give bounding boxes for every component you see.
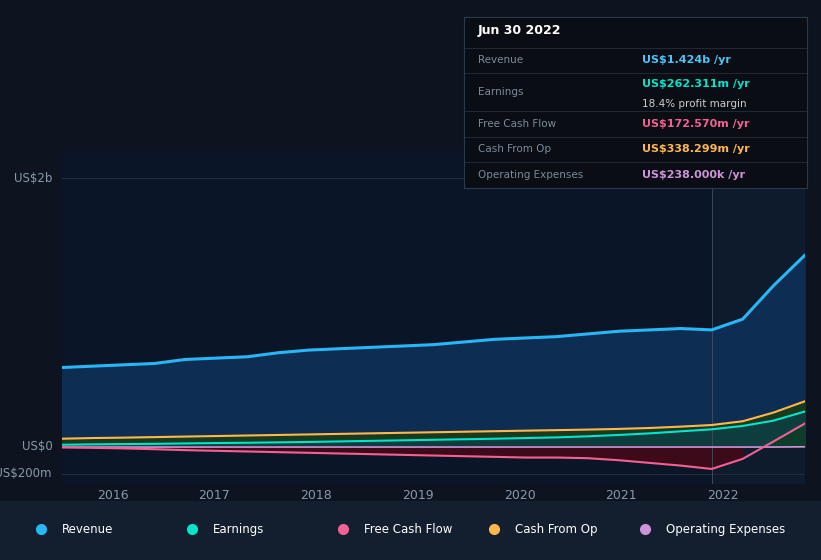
Text: US$238.000k /yr: US$238.000k /yr [642, 170, 745, 180]
Text: Revenue: Revenue [62, 523, 113, 536]
Text: Earnings: Earnings [478, 87, 523, 97]
Text: US$172.570m /yr: US$172.570m /yr [642, 119, 750, 129]
Text: Cash From Op: Cash From Op [478, 144, 551, 155]
Text: Operating Expenses: Operating Expenses [478, 170, 583, 180]
Text: US$262.311m /yr: US$262.311m /yr [642, 78, 750, 88]
Text: Earnings: Earnings [213, 523, 264, 536]
Text: Revenue: Revenue [478, 55, 523, 66]
Text: Operating Expenses: Operating Expenses [666, 523, 785, 536]
Text: Free Cash Flow: Free Cash Flow [478, 119, 556, 129]
Text: US$0: US$0 [21, 440, 53, 453]
Text: 18.4% profit margin: 18.4% profit margin [642, 99, 747, 109]
Text: US$1.424b /yr: US$1.424b /yr [642, 55, 732, 66]
Text: Cash From Op: Cash From Op [515, 523, 597, 536]
Text: US$338.299m /yr: US$338.299m /yr [642, 144, 750, 155]
Text: Jun 30 2022: Jun 30 2022 [478, 25, 561, 38]
Bar [712, 151, 805, 484]
Text: -US$200m: -US$200m [0, 467, 53, 480]
Text: Free Cash Flow: Free Cash Flow [364, 523, 452, 536]
Text: US$2b: US$2b [14, 171, 53, 185]
